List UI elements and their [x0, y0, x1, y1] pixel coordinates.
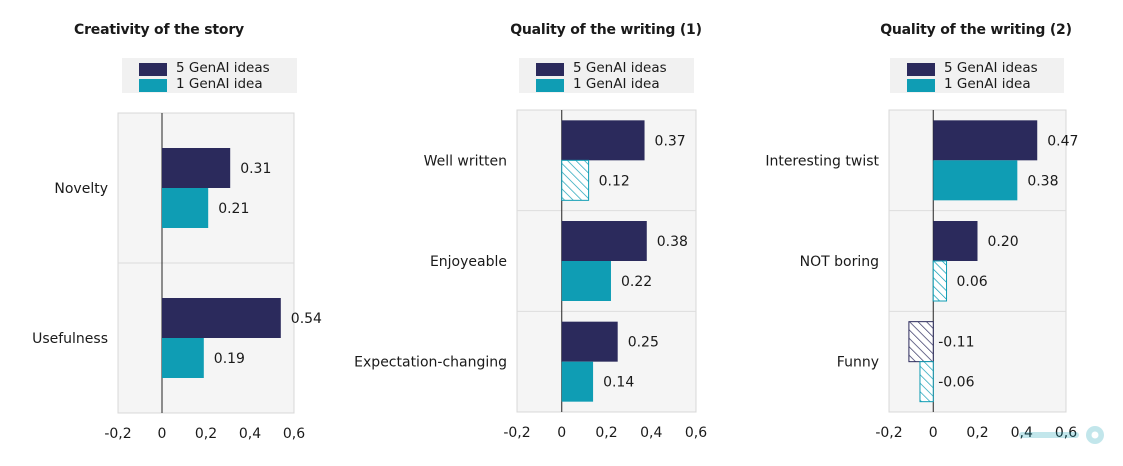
- chart-panel-writing-1: Quality of the writing (1) 5 GenAI ideas…: [330, 0, 730, 466]
- legend-swatch-series1: [139, 63, 167, 76]
- legend-label-series2: 1 GenAI idea: [176, 76, 263, 92]
- category-label: Funny: [837, 355, 879, 371]
- legend-label-series1: 5 GenAI ideas: [573, 60, 667, 76]
- data-label: 0.06: [957, 274, 988, 290]
- x-tick-label: 0: [158, 426, 167, 442]
- legend-label-series2: 1 GenAI idea: [944, 76, 1031, 92]
- bar: [162, 298, 281, 338]
- x-tick-label: 0,6: [1055, 425, 1077, 441]
- chart-legend: 5 GenAI ideas 1 GenAI idea: [519, 58, 694, 93]
- data-label: 0.19: [214, 351, 245, 367]
- data-label: -0.06: [938, 375, 974, 391]
- category-label: Enjoyeable: [430, 254, 507, 270]
- legend-label-series1: 5 GenAI ideas: [944, 60, 1038, 76]
- legend-swatch-series2: [139, 79, 167, 92]
- bar: [561, 159, 590, 201]
- x-tick-label: 0,4: [239, 426, 261, 442]
- bar: [162, 148, 231, 188]
- bar: [561, 261, 611, 301]
- data-label: 0.37: [655, 133, 686, 149]
- x-tick-label: 0,2: [195, 426, 217, 442]
- x-tick-label: -0,2: [503, 425, 530, 441]
- chart-legend: 5 GenAI ideas 1 GenAI idea: [890, 58, 1064, 93]
- x-tick-label: 0,2: [595, 425, 617, 441]
- chart-panel-writing-2: Quality of the writing (2) 5 GenAI ideas…: [740, 0, 1123, 466]
- legend-label-series2: 1 GenAI idea: [573, 76, 660, 92]
- x-tick-label: 0,6: [283, 426, 305, 442]
- bar: [162, 188, 209, 228]
- chart-title: Creativity of the story: [74, 22, 244, 38]
- category-label: NOT boring: [800, 254, 879, 270]
- bar: [908, 321, 934, 363]
- category-label: Well written: [424, 153, 507, 169]
- legend-swatch-series2: [536, 79, 564, 92]
- watermark-logo-icon: [1019, 426, 1104, 444]
- bar: [561, 221, 647, 261]
- legend-swatch-series1: [907, 63, 935, 76]
- legend-swatch-series2: [907, 79, 935, 92]
- bar: [933, 221, 978, 261]
- bar-chart-svg: -0,2 0 0,2 0,4 0,6 Novelty 0.31 0.21 Usefulness 0…: [32, 112, 322, 442]
- bar: [561, 120, 645, 161]
- category-label: Interesting twist: [765, 153, 879, 169]
- x-tick-label: -0,2: [875, 425, 902, 441]
- data-label: 0.47: [1047, 133, 1078, 149]
- data-label: 0.38: [1027, 173, 1058, 189]
- legend-swatch-series1: [536, 63, 564, 76]
- chart-panel-creativity: Creativity of the story 5 GenAI ideas 1 …: [0, 0, 322, 466]
- legend-label-series1: 5 GenAI ideas: [176, 60, 270, 76]
- data-label: 0.31: [240, 161, 271, 177]
- bar-chart-svg: -0,2 0 0,2 0,4 0,6 Well written 0.37 0.12 Enjoye…: [354, 109, 707, 441]
- bar: [933, 160, 1018, 201]
- data-label: 0.22: [621, 274, 652, 290]
- x-tick-label: 0,6: [685, 425, 707, 441]
- x-tick-label: -0,2: [104, 426, 131, 442]
- data-label: 0.20: [988, 234, 1019, 250]
- data-label: 0.25: [628, 335, 659, 351]
- x-tick-label: 0: [929, 425, 938, 441]
- chart-legend: 5 GenAI ideas 1 GenAI idea: [122, 58, 297, 93]
- data-label: 0.21: [218, 201, 249, 217]
- bar: [561, 321, 618, 362]
- bar: [561, 361, 594, 402]
- chart-title: Quality of the writing (1): [510, 22, 702, 38]
- data-label: 0.12: [599, 173, 630, 189]
- category-label: Expectation-changing: [354, 355, 507, 371]
- chart-title: Quality of the writing (2): [880, 22, 1072, 38]
- bar: [162, 338, 204, 378]
- bar: [919, 361, 934, 403]
- x-tick-label: 0,4: [640, 425, 662, 441]
- bar: [932, 260, 948, 302]
- category-label: Novelty: [54, 181, 108, 197]
- data-label: 0.54: [291, 311, 322, 327]
- data-label: 0.38: [657, 234, 688, 250]
- x-tick-label: 0,4: [1011, 425, 1033, 441]
- bar-chart-svg: -0,2 0 0,2 0,4 0,6 Interesting twist 0.47 0.38 N…: [765, 109, 1078, 441]
- data-label: -0.11: [938, 335, 974, 351]
- x-tick-label: 0: [557, 425, 566, 441]
- x-tick-label: 0,2: [966, 425, 988, 441]
- bar: [933, 120, 1038, 161]
- category-label: Usefulness: [32, 331, 108, 347]
- data-label: 0.14: [603, 375, 634, 391]
